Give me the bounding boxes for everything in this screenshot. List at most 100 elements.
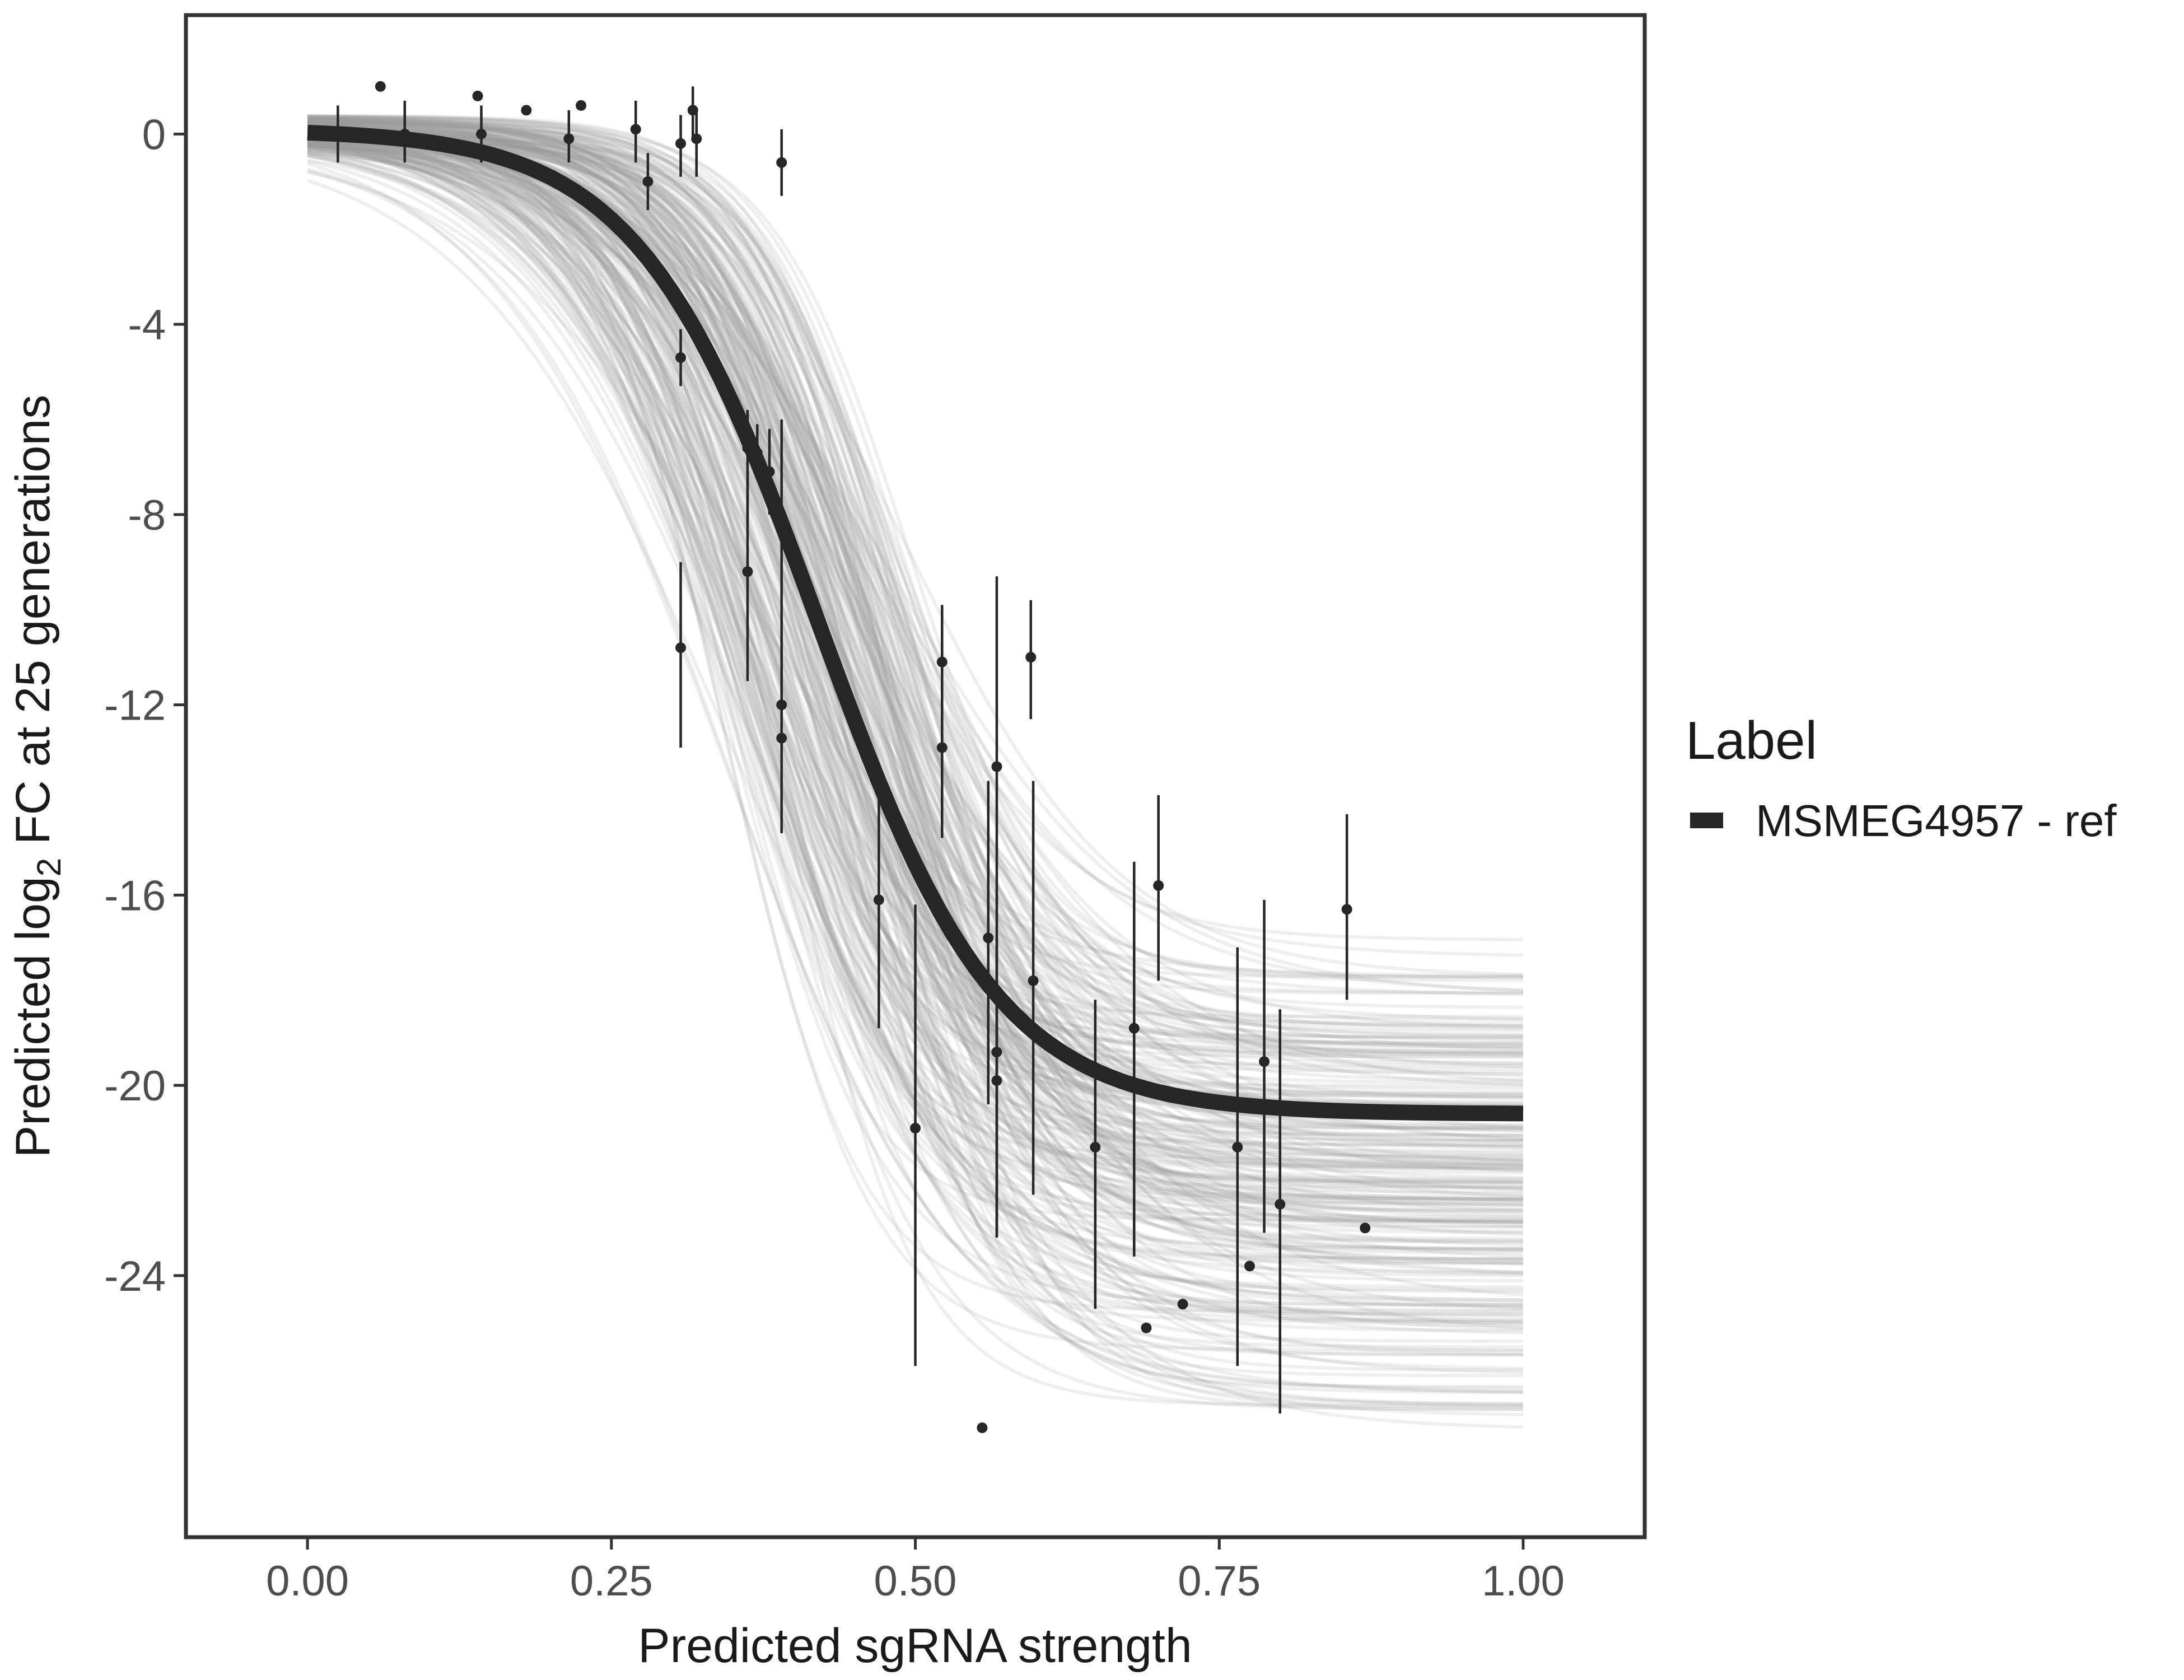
- posterior-curve: [307, 145, 1523, 1163]
- x-tick-label: 0.75: [1178, 1557, 1261, 1605]
- data-point: [642, 153, 654, 211]
- data-point: [675, 329, 687, 386]
- point-marker: [1025, 652, 1037, 663]
- data-point: [1153, 795, 1164, 981]
- posterior-curve: [307, 140, 1523, 1057]
- posterior-curve: [307, 134, 1523, 1171]
- x-axis: 0.00 0.25 0.50 0.75 1.00: [266, 1539, 1565, 1605]
- point-marker: [991, 761, 1002, 772]
- posterior-curve: [307, 133, 1523, 1214]
- posterior-curve: [307, 148, 1524, 1083]
- posterior-curve: [307, 125, 1523, 1356]
- point-marker: [1275, 1198, 1286, 1210]
- point-marker: [1341, 904, 1352, 915]
- posterior-curve: [307, 146, 1523, 1167]
- point-marker: [1232, 1142, 1243, 1153]
- posterior-curve: [307, 119, 1523, 1130]
- data-point: [576, 100, 587, 111]
- posterior-curve: [307, 115, 1523, 1065]
- point-marker: [1141, 1322, 1152, 1333]
- data-point: [1341, 814, 1352, 1000]
- posterior-curve: [307, 115, 1523, 1059]
- posterior-curve: [307, 115, 1523, 1130]
- data-point: [476, 105, 487, 163]
- posterior-curve: [307, 142, 1523, 1142]
- posterior-curve: [307, 139, 1523, 1185]
- posterior-curve: [307, 138, 1523, 1040]
- posterior-curve: [307, 123, 1523, 1224]
- data-point: [1177, 1299, 1188, 1310]
- point-marker: [1090, 1142, 1101, 1153]
- point-marker: [1028, 975, 1039, 986]
- posterior-curve: [307, 117, 1523, 1211]
- point-marker: [742, 442, 753, 454]
- posterior-curve: [307, 122, 1523, 1172]
- data-point: [1244, 1261, 1255, 1272]
- data-point: [1128, 861, 1140, 1257]
- posterior-curve: [307, 122, 1523, 1100]
- posterior-curve: [307, 129, 1523, 1243]
- posterior-curve: [307, 122, 1523, 1030]
- data-point: [332, 105, 343, 163]
- posterior-curve: [307, 151, 1523, 1051]
- point-marker: [1360, 1222, 1371, 1234]
- posterior-curve: [307, 119, 1523, 1234]
- posterior-curve: [307, 116, 1523, 979]
- point-marker: [691, 133, 702, 144]
- posterior-curve: [307, 129, 1523, 1251]
- posterior-curve: [307, 120, 1523, 1147]
- point-marker: [1153, 880, 1164, 891]
- point-marker: [977, 1422, 988, 1434]
- y-axis: 0 -4 -8 -12 -16 -20 -24: [104, 111, 184, 1300]
- posterior-curve: [307, 130, 1523, 995]
- posterior-curve: [307, 122, 1523, 1009]
- posterior-curve: [307, 130, 1523, 994]
- posterior-curve: [307, 136, 1523, 1150]
- y-tick-label: -16: [104, 872, 166, 920]
- posterior-curve: [307, 134, 1523, 1409]
- posterior-curve: [307, 137, 1523, 1076]
- posterior-curve: [307, 120, 1523, 977]
- posterior-curve: [307, 121, 1523, 982]
- point-marker: [332, 128, 343, 139]
- posterior-curve: [307, 125, 1523, 1045]
- point-marker: [630, 124, 641, 135]
- data-point: [1141, 1322, 1152, 1333]
- data-point: [375, 81, 386, 92]
- posterior-curve: [307, 116, 1523, 1047]
- posterior-curve: [307, 144, 1523, 1374]
- posterior-curve: [307, 127, 1523, 1100]
- posterior-curve: [307, 133, 1523, 1082]
- point-marker: [642, 176, 654, 187]
- posterior-curve: [307, 117, 1523, 979]
- posterior-curve: [307, 122, 1523, 1143]
- x-tick-label: 1.00: [1482, 1557, 1565, 1605]
- posterior-curve: [307, 138, 1523, 1169]
- posterior-curve: [307, 119, 1523, 1021]
- posterior-curve: [307, 148, 1523, 1247]
- posterior-curve: [307, 140, 1524, 1329]
- data-point: [991, 576, 1002, 905]
- fit-curve: [307, 124, 1523, 1122]
- y-axis-title-subscript: 2: [30, 858, 68, 876]
- posterior-curve: [307, 114, 1523, 1105]
- data-point: [752, 424, 763, 477]
- y-axis-title-suffix: FC at 25 generations: [6, 395, 60, 858]
- posterior-curve: [307, 136, 1523, 1229]
- data-point: [776, 129, 787, 196]
- data-point: [991, 937, 1002, 1238]
- posterior-curve: [307, 138, 1524, 1198]
- point-marker: [1259, 1056, 1270, 1067]
- data-points: [332, 81, 1371, 1434]
- posterior-curve: [307, 133, 1523, 1108]
- posterior-curve: [307, 130, 1523, 1201]
- point-marker: [576, 100, 587, 111]
- x-tick-label: 0.00: [266, 1557, 349, 1605]
- x-tick-label: 0.50: [874, 1557, 957, 1605]
- posterior-curve: [307, 141, 1523, 1307]
- posterior-curve: [307, 152, 1524, 1297]
- data-point: [472, 90, 483, 101]
- data-point: [983, 781, 994, 1105]
- data-point: [1275, 1009, 1286, 1414]
- data-point: [910, 904, 921, 1366]
